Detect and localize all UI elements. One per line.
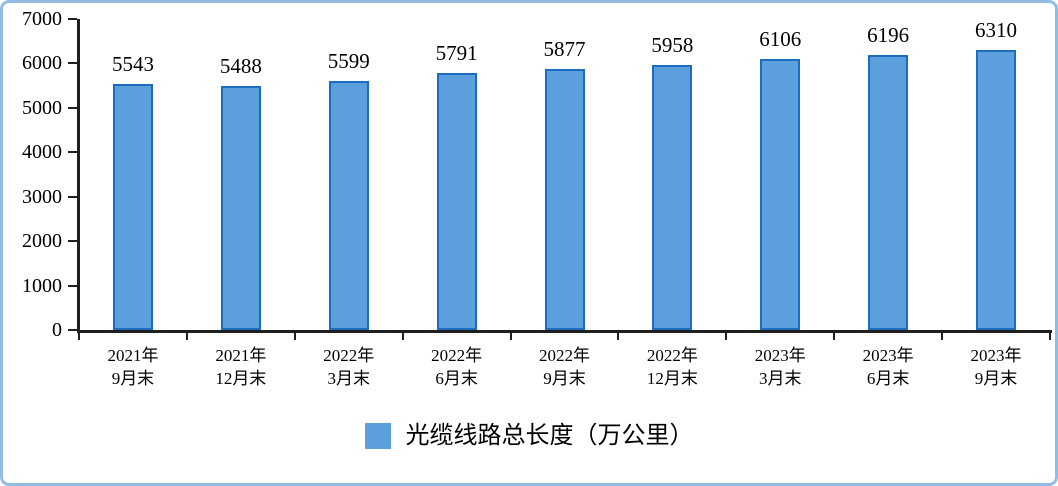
x-axis-category-label: 2023年 9月末	[970, 346, 1022, 388]
bar-value-label: 5958	[651, 33, 694, 58]
x-axis-category-label: 2023年 3月末	[754, 346, 806, 388]
y-axis-tick-label: 7000	[22, 8, 62, 30]
legend-label: 光缆线路总长度（万公里）	[405, 423, 694, 449]
bar-value-label: 5543	[111, 51, 154, 76]
x-axis-category-label: 2022年 9月末	[538, 346, 590, 388]
bar	[112, 83, 153, 330]
x-axis-category-label: 2023年 6月末	[862, 346, 914, 388]
x-axis-tick	[401, 332, 404, 340]
y-axis-tick-label: 2000	[22, 230, 62, 253]
x-axis-tick	[78, 332, 80, 340]
bar-value-label: 5791	[435, 40, 478, 65]
x-axis-category-label: 2022年 6月末	[431, 346, 483, 388]
bar	[868, 54, 909, 330]
x-axis-tick	[509, 332, 512, 340]
y-axis-tick	[68, 195, 77, 198]
bar	[760, 58, 801, 330]
y-axis-tick	[68, 62, 77, 65]
legend-swatch-icon	[364, 423, 391, 449]
y-axis-tick	[68, 284, 77, 287]
y-axis-tick	[68, 329, 77, 331]
bar-value-label: 5488	[219, 54, 262, 79]
y-axis-tick-label: 5000	[22, 96, 62, 119]
x-axis-tick	[725, 332, 728, 340]
y-axis-tick-label: 1000	[22, 274, 62, 297]
bar-value-label: 6106	[759, 26, 802, 51]
y-axis-tick-label: 6000	[22, 52, 62, 75]
x-axis-tick	[185, 332, 188, 340]
bar	[976, 49, 1017, 330]
y-axis-tick-label: 3000	[22, 185, 62, 208]
x-axis-category-label: 2022年 12月末	[646, 346, 698, 388]
x-axis-category-label: 2022年 3月末	[323, 346, 375, 388]
bar-value-label: 5877	[543, 36, 586, 61]
x-axis-tick	[941, 332, 944, 340]
x-axis-line	[77, 330, 1052, 333]
x-axis-category-label: 2021年 9月末	[107, 346, 159, 388]
x-axis-tick	[293, 332, 296, 340]
bar-value-label: 5599	[327, 49, 370, 74]
y-axis-tick-label: 0	[52, 319, 62, 341]
bar-value-label: 6310	[975, 17, 1018, 42]
x-axis-tick	[833, 332, 836, 340]
bar-value-label: 6196	[867, 22, 910, 47]
y-axis-tick	[68, 151, 77, 154]
bar	[328, 81, 369, 330]
x-axis-category-label: 2021年 12月末	[215, 346, 267, 388]
x-axis-tick	[1049, 332, 1051, 340]
bar	[544, 68, 585, 330]
y-axis-tick	[68, 106, 77, 109]
y-axis-tick	[68, 240, 77, 243]
y-axis-line	[77, 19, 80, 333]
bar	[436, 72, 477, 330]
bar	[220, 86, 261, 330]
y-axis-tick	[68, 18, 77, 20]
bar	[652, 65, 693, 330]
x-axis-tick	[617, 332, 620, 340]
legend: 光缆线路总长度（万公里）	[0, 421, 1058, 451]
y-axis-tick-label: 4000	[22, 141, 62, 164]
